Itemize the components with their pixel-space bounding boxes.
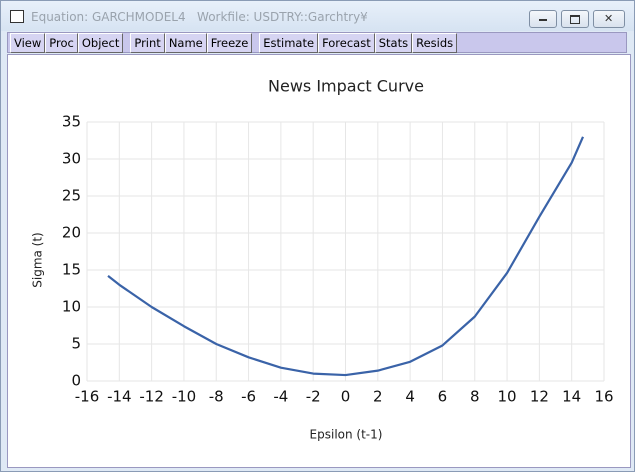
chart: News Impact Curve Sigma (t) Epsilon (t-1… xyxy=(31,77,614,442)
x-tick-label: -2 xyxy=(306,388,321,406)
y-tick-label: 25 xyxy=(62,187,81,205)
toolbar-group: View Proc Object xyxy=(10,32,124,53)
toolbar-button[interactable]: Print xyxy=(130,32,165,53)
close-button[interactable]: ✕ xyxy=(593,10,625,28)
toolbar-button[interactable]: View xyxy=(10,32,46,53)
x-tick-label: 10 xyxy=(498,388,517,406)
toolbar-group: Estimate Forecast Stats Resids xyxy=(259,32,458,53)
x-tick-label: -4 xyxy=(273,388,288,406)
chart-title: News Impact Curve xyxy=(268,77,424,96)
y-tick-label: 0 xyxy=(71,372,81,390)
y-tick-label: 30 xyxy=(62,150,81,168)
system-menu-icon[interactable] xyxy=(10,10,24,23)
toolbar: View Proc Object Print Name Freeze Estimate For… xyxy=(7,32,627,53)
x-tick-label: 16 xyxy=(594,388,613,406)
y-tick-label: 10 xyxy=(62,298,81,316)
curve xyxy=(107,136,585,377)
window-title: Equation: GARCHMODEL4 Workfile: USDTRY::… xyxy=(31,10,368,24)
x-tick-label: 0 xyxy=(341,388,351,406)
x-axis-label: Epsilon (t-1) xyxy=(310,428,383,442)
minimize-button[interactable] xyxy=(529,10,557,28)
x-tick-label: 8 xyxy=(470,388,480,406)
x-tick-label: 4 xyxy=(405,388,415,406)
x-tick-label: -12 xyxy=(139,388,164,406)
toolbar-button[interactable]: Object xyxy=(77,32,124,53)
x-tick-label: -16 xyxy=(75,388,100,406)
y-tick-label: 5 xyxy=(71,335,81,353)
x-tick-label: -8 xyxy=(209,388,224,406)
title-bar: Equation: GARCHMODEL4 Workfile: USDTRY::… xyxy=(1,1,634,31)
toolbar-group: Print Name Freeze xyxy=(130,32,253,53)
x-tick-label: -6 xyxy=(241,388,256,406)
x-tick-label: 12 xyxy=(530,388,549,406)
x-tick-label: -10 xyxy=(172,388,197,406)
toolbar-button[interactable]: Name xyxy=(164,32,207,53)
maximize-button[interactable] xyxy=(561,10,589,28)
x-tick-label: 6 xyxy=(438,388,448,406)
toolbar-button[interactable]: Estimate xyxy=(259,32,319,53)
x-tick-label: -14 xyxy=(107,388,132,406)
toolbar-button[interactable]: Stats xyxy=(374,32,413,53)
x-tick-label: 14 xyxy=(562,388,581,406)
y-tick-label: 35 xyxy=(62,113,81,131)
graph-view: News Impact Curve Sigma (t) Epsilon (t-1… xyxy=(7,54,631,468)
toolbar-button[interactable]: Forecast xyxy=(318,32,375,53)
toolbar-button[interactable]: Proc xyxy=(45,32,78,53)
toolbar-button[interactable]: Resids xyxy=(412,32,458,53)
y-axis-label: Sigma (t) xyxy=(31,232,45,288)
y-tick-label: 20 xyxy=(62,224,81,242)
x-tick-label: 2 xyxy=(373,388,383,406)
y-tick-label: 15 xyxy=(62,261,81,279)
toolbar-button[interactable]: Freeze xyxy=(206,32,253,53)
